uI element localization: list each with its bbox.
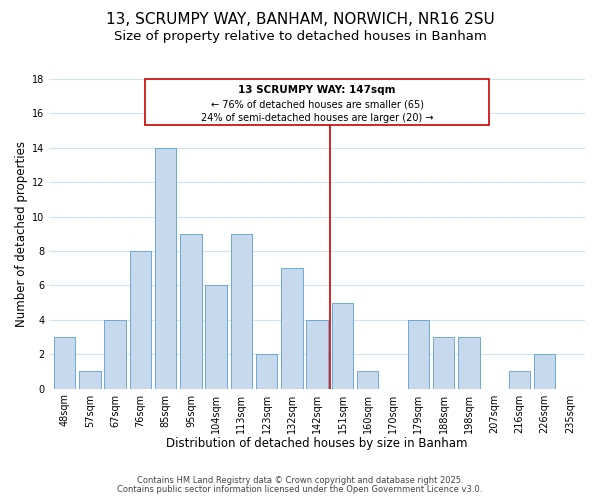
Bar [407, 320, 429, 388]
Bar [307, 320, 328, 388]
Y-axis label: Number of detached properties: Number of detached properties [15, 141, 28, 327]
Bar [509, 372, 530, 388]
Text: 24% of semi-detached houses are larger (20) →: 24% of semi-detached houses are larger (… [201, 112, 433, 122]
Bar [357, 372, 379, 388]
Bar [433, 337, 454, 388]
Bar [79, 372, 101, 388]
Bar [230, 234, 252, 388]
FancyBboxPatch shape [145, 79, 489, 126]
Text: 13 SCRUMPY WAY: 147sqm: 13 SCRUMPY WAY: 147sqm [238, 85, 396, 95]
Bar [256, 354, 277, 388]
Bar [54, 337, 75, 388]
Bar [332, 302, 353, 388]
Text: Contains public sector information licensed under the Open Government Licence v3: Contains public sector information licen… [118, 485, 482, 494]
Text: 13, SCRUMPY WAY, BANHAM, NORWICH, NR16 2SU: 13, SCRUMPY WAY, BANHAM, NORWICH, NR16 2… [106, 12, 494, 28]
Bar [104, 320, 126, 388]
Bar [180, 234, 202, 388]
Text: ← 76% of detached houses are smaller (65): ← 76% of detached houses are smaller (65… [211, 99, 424, 109]
Text: Contains HM Land Registry data © Crown copyright and database right 2025.: Contains HM Land Registry data © Crown c… [137, 476, 463, 485]
Bar [534, 354, 556, 388]
Bar [155, 148, 176, 388]
Bar [205, 286, 227, 389]
Bar [130, 251, 151, 388]
Text: Size of property relative to detached houses in Banham: Size of property relative to detached ho… [113, 30, 487, 43]
X-axis label: Distribution of detached houses by size in Banham: Distribution of detached houses by size … [166, 437, 468, 450]
Bar [458, 337, 479, 388]
Bar [281, 268, 302, 388]
